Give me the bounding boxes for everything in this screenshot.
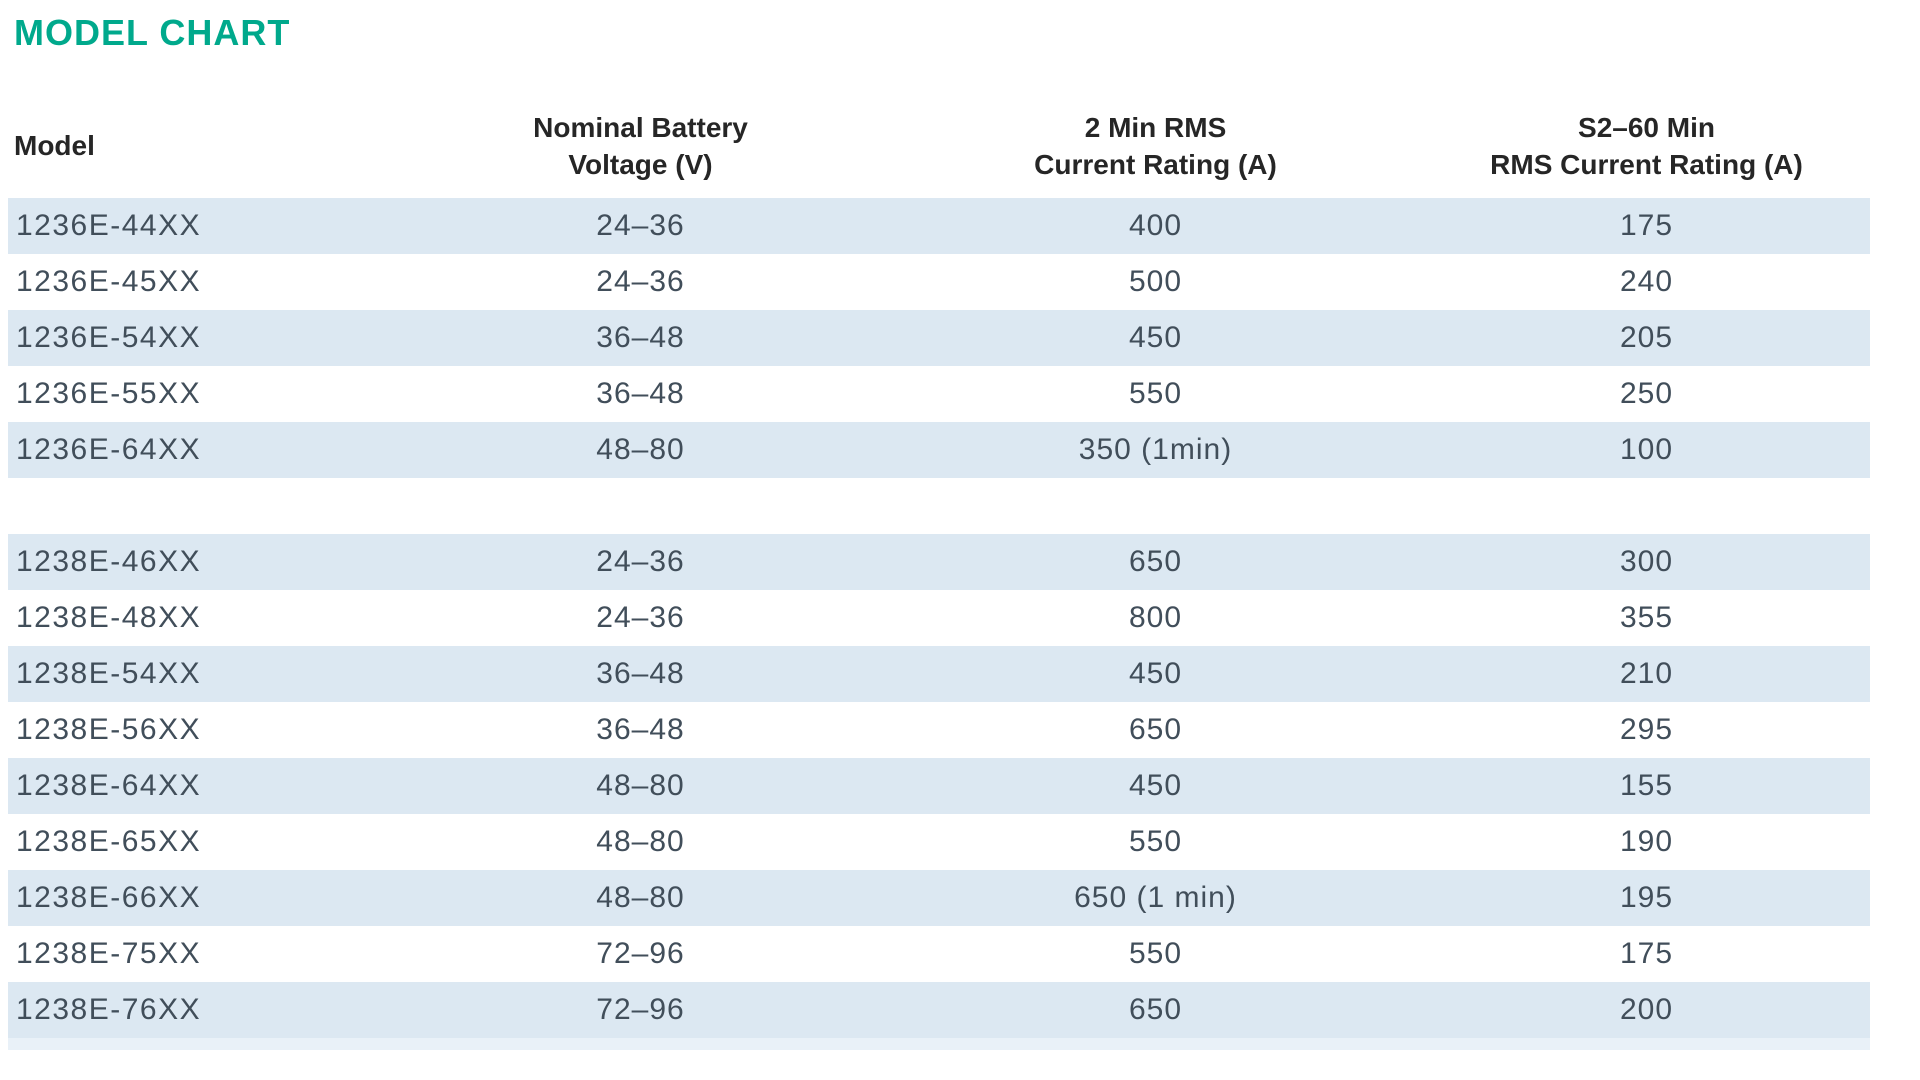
rms-s2-60-cell: 100 [1619,432,1674,466]
rms-s2-60-cell: 295 [1619,712,1674,746]
voltage-cell: 72–96 [596,992,685,1026]
table-row: 1238E-65XX 48–80 550 190 [8,814,1870,870]
column-header-model-label: Model [14,130,95,162]
model-cell: 1238E-76XX [16,992,202,1026]
table-row: 1238E-54XX 36–48 450 210 [8,645,1870,702]
rms-2min-cell: 550 [1128,376,1183,410]
voltage-cell: 36–48 [596,320,685,354]
table-row: 1238E-56XX 36–48 650 295 [8,702,1870,758]
voltage-cell: 48–80 [596,432,685,466]
model-cell: 1238E-56XX [16,712,202,746]
rms-2min-cell: 650 [1128,992,1183,1026]
rms-2min-cell: 350 (1min) [1078,432,1233,466]
model-cell: 1236E-45XX [16,264,202,298]
table-row: 1236E-64XX 48–80 350 (1min) 100 [8,421,1870,478]
rms-s2-60-cell: 300 [1619,544,1674,578]
model-cell: 1238E-54XX [16,656,202,690]
rms-s2-60-cell: 205 [1619,320,1674,354]
rms-2min-cell: 500 [1128,264,1183,298]
rms-s2-60-cell: 355 [1619,600,1674,634]
voltage-cell: 36–48 [596,376,685,410]
rms-2min-cell: 800 [1128,600,1183,634]
table-row: 1238E-76XX 72–96 650 200 [8,981,1870,1038]
rms-2min-cell: 450 [1128,656,1183,690]
table-row: 1238E-64XX 48–80 450 155 [8,757,1870,814]
model-cell: 1236E-54XX [16,320,202,354]
table-row: 1236E-45XX 24–36 500 240 [8,254,1870,310]
rms-2min-cell: 450 [1128,320,1183,354]
model-cell: 1236E-55XX [16,376,202,410]
table-bottom-strip [8,1037,1870,1050]
voltage-cell: 48–80 [596,880,685,914]
model-cell: 1236E-44XX [16,208,202,242]
rms-2min-cell: 400 [1128,208,1183,242]
column-header-model: Model [8,80,393,198]
column-header-2min-rms: 2 Min RMS Current Rating (A) [1034,112,1277,180]
rms-s2-60-cell: 175 [1619,936,1674,970]
rms-s2-60-cell: 250 [1619,376,1674,410]
rms-2min-cell: 550 [1128,824,1183,858]
model-chart-table: Model Nominal Battery Voltage (V) 2 Min … [8,80,1870,1038]
model-cell: 1238E-48XX [16,600,202,634]
rms-2min-cell: 650 [1128,544,1183,578]
rms-2min-cell: 650 [1128,712,1183,746]
voltage-cell: 24–36 [596,544,685,578]
table-row: 1238E-66XX 48–80 650 (1 min) 195 [8,869,1870,926]
model-group-1238e: 1238E-46XX 24–36 650 300 1238E-48XX 24–3… [8,533,1870,1038]
rms-s2-60-cell: 240 [1619,264,1674,298]
table-row: 1236E-54XX 36–48 450 205 [8,309,1870,366]
voltage-cell: 24–36 [596,264,685,298]
model-cell: 1238E-75XX [16,936,202,970]
rms-2min-cell: 650 (1 min) [1074,880,1237,914]
rms-s2-60-cell: 190 [1619,824,1674,858]
table-row: 1236E-44XX 24–36 400 175 [8,197,1870,254]
rms-s2-60-cell: 195 [1619,880,1674,914]
model-cell: 1238E-64XX [16,768,202,802]
model-cell: 1238E-46XX [16,544,202,578]
rms-s2-60-cell: 175 [1619,208,1674,242]
rms-s2-60-cell: 210 [1619,656,1674,690]
table-row: 1238E-46XX 24–36 650 300 [8,533,1870,590]
table-row: 1238E-75XX 72–96 550 175 [8,926,1870,982]
column-header-voltage: Nominal Battery Voltage (V) [533,112,748,180]
model-cell: 1236E-64XX [16,432,202,466]
rms-s2-60-cell: 200 [1619,992,1674,1026]
voltage-cell: 48–80 [596,824,685,858]
rms-2min-cell: 550 [1128,936,1183,970]
voltage-cell: 72–96 [596,936,685,970]
voltage-cell: 36–48 [596,656,685,690]
model-cell: 1238E-65XX [16,824,202,858]
page-title: MODEL CHART [14,12,291,53]
model-cell: 1238E-66XX [16,880,202,914]
column-header-s2-60: S2–60 Min RMS Current Rating (A) [1490,112,1803,180]
table-row: 1236E-55XX 36–48 550 250 [8,366,1870,422]
voltage-cell: 24–36 [596,600,685,634]
voltage-cell: 24–36 [596,208,685,242]
rms-2min-cell: 450 [1128,768,1183,802]
rms-s2-60-cell: 155 [1619,768,1674,802]
voltage-cell: 48–80 [596,768,685,802]
table-row: 1238E-48XX 24–36 800 355 [8,590,1870,646]
model-group-1236e: 1236E-44XX 24–36 400 175 1236E-45XX 24–3… [8,197,1870,478]
voltage-cell: 36–48 [596,712,685,746]
table-header-row: Model Nominal Battery Voltage (V) 2 Min … [8,80,1870,198]
group-spacer [8,477,1870,534]
